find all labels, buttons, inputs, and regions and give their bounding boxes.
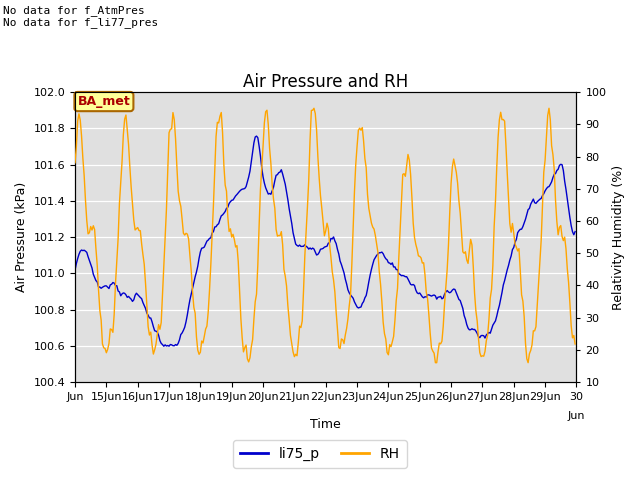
Text: BA_met: BA_met [77,95,131,108]
Text: Jun: Jun [568,411,585,421]
Y-axis label: Air Pressure (kPa): Air Pressure (kPa) [15,182,28,292]
Title: Air Pressure and RH: Air Pressure and RH [243,72,408,91]
Y-axis label: Relativity Humidity (%): Relativity Humidity (%) [612,165,625,310]
Text: No data for f_AtmPres
No data for f_li77_pres: No data for f_AtmPres No data for f_li77… [3,5,159,28]
X-axis label: Time: Time [310,419,341,432]
Legend: li75_p, RH: li75_p, RH [233,440,407,468]
